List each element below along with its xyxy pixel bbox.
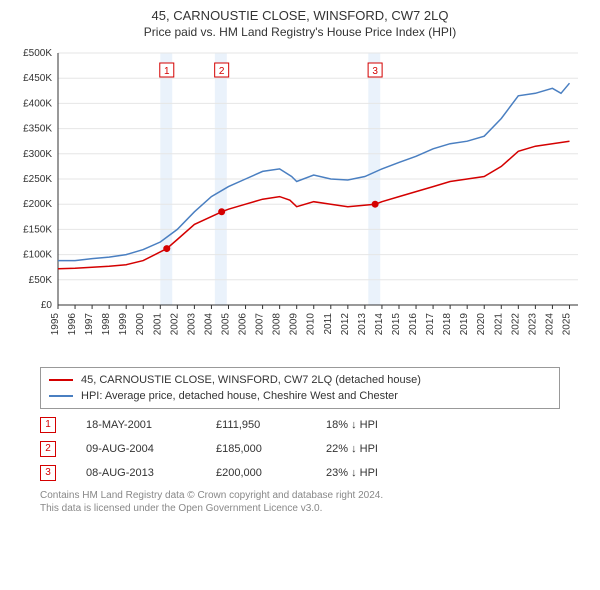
transaction-hpi-delta: 23% ↓ HPI (326, 467, 416, 479)
svg-text:1: 1 (164, 66, 170, 77)
svg-text:£150K: £150K (23, 224, 52, 235)
svg-text:2015: 2015 (391, 313, 402, 336)
svg-text:£450K: £450K (23, 73, 52, 84)
svg-text:2003: 2003 (186, 313, 197, 336)
svg-text:2011: 2011 (323, 313, 334, 335)
svg-text:2006: 2006 (238, 313, 249, 336)
svg-text:2020: 2020 (476, 313, 487, 336)
transaction-row: 1 18-MAY-2001 £111,950 18% ↓ HPI (40, 417, 560, 433)
legend-label: HPI: Average price, detached house, Ches… (81, 388, 398, 404)
line-chart: £0 £50K £100K £150K £200K £250K £300K £350K £400… (10, 47, 590, 357)
svg-text:1998: 1998 (101, 313, 112, 336)
svg-text:2000: 2000 (135, 313, 146, 336)
svg-text:2025: 2025 (561, 313, 572, 336)
transaction-date: 18-MAY-2001 (86, 419, 186, 431)
svg-text:2024: 2024 (544, 313, 555, 336)
svg-text:£400K: £400K (23, 98, 52, 109)
svg-text:2012: 2012 (340, 313, 351, 336)
svg-text:2005: 2005 (220, 313, 231, 336)
transaction-row: 3 08-AUG-2013 £200,000 23% ↓ HPI (40, 465, 560, 481)
svg-text:1999: 1999 (118, 313, 129, 336)
svg-text:2018: 2018 (442, 313, 453, 336)
transaction-date: 09-AUG-2004 (86, 443, 186, 455)
svg-text:3: 3 (372, 66, 378, 77)
transaction-hpi-delta: 22% ↓ HPI (326, 443, 416, 455)
transaction-hpi-delta: 18% ↓ HPI (326, 419, 416, 431)
svg-text:£300K: £300K (23, 149, 52, 160)
svg-text:£0: £0 (41, 300, 53, 311)
footer-line2: This data is licensed under the Open Gov… (40, 502, 560, 515)
chart-title: 45, CARNOUSTIE CLOSE, WINSFORD, CW7 2LQ (10, 8, 590, 23)
transaction-price: £185,000 (216, 443, 296, 455)
svg-text:£100K: £100K (23, 250, 52, 261)
transaction-price: £200,000 (216, 467, 296, 479)
svg-text:£200K: £200K (23, 199, 52, 210)
svg-text:2008: 2008 (272, 313, 283, 336)
svg-text:2010: 2010 (306, 313, 317, 336)
svg-text:2021: 2021 (493, 313, 504, 336)
svg-text:2013: 2013 (357, 313, 368, 336)
svg-text:2014: 2014 (374, 313, 385, 336)
transaction-marker: 2 (40, 441, 56, 457)
transaction-date: 08-AUG-2013 (86, 467, 186, 479)
svg-text:2004: 2004 (203, 313, 214, 336)
svg-text:2017: 2017 (425, 313, 436, 336)
legend-swatch (49, 395, 73, 397)
svg-text:1997: 1997 (84, 313, 95, 336)
footer-line1: Contains HM Land Registry data © Crown c… (40, 489, 560, 502)
legend-item: HPI: Average price, detached house, Ches… (49, 388, 551, 404)
svg-text:2001: 2001 (152, 313, 163, 336)
svg-text:2: 2 (219, 66, 225, 77)
svg-text:2016: 2016 (408, 313, 419, 336)
transactions-table: 1 18-MAY-2001 £111,950 18% ↓ HPI 2 09-AUG-200… (40, 417, 560, 481)
chart-container: 45, CARNOUSTIE CLOSE, WINSFORD, CW7 2LQ … (0, 0, 600, 525)
transaction-marker: 3 (40, 465, 56, 481)
svg-text:£250K: £250K (23, 174, 52, 185)
svg-text:£350K: £350K (23, 124, 52, 135)
svg-text:1996: 1996 (67, 313, 78, 336)
transaction-price: £111,950 (216, 419, 296, 431)
legend: 45, CARNOUSTIE CLOSE, WINSFORD, CW7 2LQ … (40, 367, 560, 409)
svg-text:£500K: £500K (23, 48, 52, 59)
svg-text:2023: 2023 (527, 313, 538, 336)
svg-text:1995: 1995 (50, 313, 61, 336)
legend-label: 45, CARNOUSTIE CLOSE, WINSFORD, CW7 2LQ … (81, 372, 421, 388)
footer-attribution: Contains HM Land Registry data © Crown c… (40, 489, 560, 515)
transaction-row: 2 09-AUG-2004 £185,000 22% ↓ HPI (40, 441, 560, 457)
svg-text:2002: 2002 (169, 313, 180, 336)
legend-item: 45, CARNOUSTIE CLOSE, WINSFORD, CW7 2LQ … (49, 372, 551, 388)
chart-subtitle: Price paid vs. HM Land Registry's House … (10, 25, 590, 39)
chart-area: £0 £50K £100K £150K £200K £250K £300K £350K £400… (10, 47, 590, 357)
svg-text:£50K: £50K (29, 275, 53, 286)
legend-swatch (49, 379, 73, 381)
svg-text:2007: 2007 (255, 313, 266, 336)
svg-text:2009: 2009 (289, 313, 300, 336)
svg-text:2019: 2019 (459, 313, 470, 336)
svg-text:2022: 2022 (510, 313, 521, 336)
transaction-marker: 1 (40, 417, 56, 433)
